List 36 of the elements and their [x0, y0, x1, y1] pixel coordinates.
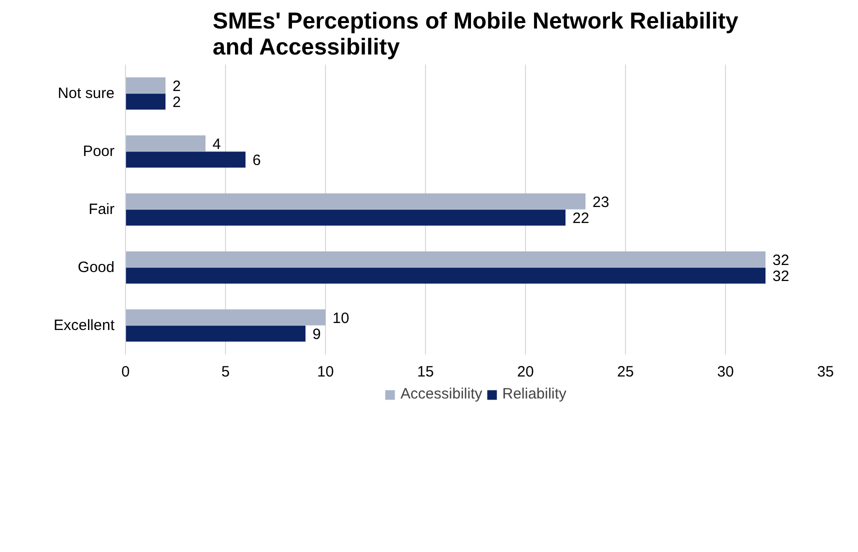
data-label: 9: [312, 326, 321, 344]
bar: [126, 152, 246, 168]
y-tick-label: Not sure: [58, 85, 115, 102]
x-tick-label: 0: [121, 364, 130, 380]
x-tick-label: 15: [417, 364, 434, 380]
x-tick-label: 5: [221, 364, 230, 380]
data-label: 32: [772, 252, 790, 269]
data-label: 4: [212, 136, 221, 153]
data-label: 2: [172, 94, 181, 112]
bar: [126, 77, 166, 94]
bar: [126, 210, 566, 226]
data-label: 32: [772, 268, 790, 286]
bar: [126, 193, 586, 210]
bar: [126, 326, 306, 342]
data-label: 6: [252, 152, 261, 170]
bar: [126, 251, 766, 268]
data-label: 10: [332, 310, 350, 327]
y-tick-label: Poor: [82, 143, 115, 160]
x-tick-label: 10: [317, 364, 334, 380]
chart-title: SMEs' Perceptions of Mobile Network Reliability and Accessibility: [212, 8, 739, 60]
bar: [126, 94, 166, 110]
bar: [126, 268, 766, 284]
data-label: 2: [172, 78, 181, 95]
x-tick-label: 20: [517, 364, 534, 380]
y-tick-label: Excellent: [54, 317, 116, 334]
legend-label: Reliability: [502, 386, 566, 402]
bar: [126, 135, 206, 152]
data-label: 22: [572, 210, 590, 228]
bar: [126, 309, 326, 326]
y-tick-label: Good: [78, 259, 115, 276]
legend-label: Accessibility: [400, 386, 482, 402]
y-tick-label: Fair: [88, 201, 115, 218]
data-label: 23: [592, 194, 610, 211]
x-tick-label: 30: [717, 364, 734, 380]
x-tick-label: 35: [817, 364, 834, 380]
x-tick-label: 25: [617, 364, 634, 380]
